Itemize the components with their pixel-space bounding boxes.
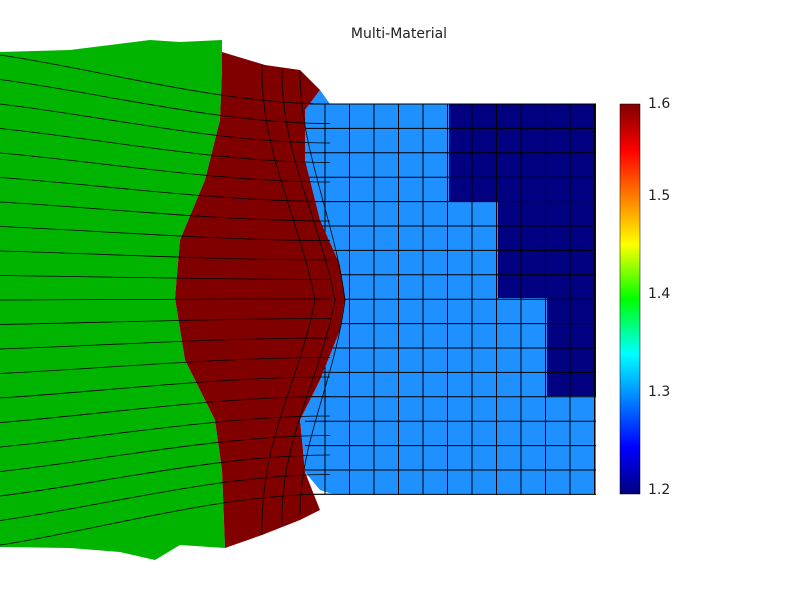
colorbar-tick-label: 1.2 xyxy=(648,482,670,498)
colorbar-ticks: 1.6 1.5 1.4 1.3 1.2 xyxy=(648,96,670,498)
mesh-line xyxy=(0,103,331,144)
colorbar-tick-label: 1.5 xyxy=(648,188,670,204)
mesh-line xyxy=(0,493,331,546)
mesh-lines-left xyxy=(0,54,346,546)
mesh-line xyxy=(0,474,331,521)
colorbar-tick-label: 1.4 xyxy=(648,286,670,302)
mesh-line xyxy=(0,250,331,261)
mesh-line xyxy=(0,128,331,163)
mesh-line xyxy=(0,376,331,399)
mesh-line xyxy=(281,67,336,526)
mesh-line xyxy=(0,357,331,374)
colorbar xyxy=(619,103,641,495)
colorbar-tick-label: 1.6 xyxy=(648,96,670,112)
mesh-line xyxy=(0,454,331,497)
mesh-grid xyxy=(305,103,596,495)
mesh-line xyxy=(0,152,331,183)
mesh-line xyxy=(0,415,331,448)
mesh-line xyxy=(0,226,331,241)
mesh-line xyxy=(0,298,331,301)
mesh-line xyxy=(0,435,331,472)
colorbar-tick-label: 1.3 xyxy=(648,384,670,400)
material-left-region xyxy=(0,40,225,560)
plot-title: Multi-Material xyxy=(351,26,447,42)
mesh-line xyxy=(0,177,331,202)
mesh-line xyxy=(261,64,316,536)
mesh-line xyxy=(299,71,346,516)
mesh-line xyxy=(0,275,331,280)
mesh-line xyxy=(0,396,331,423)
mesh-line xyxy=(0,54,331,105)
mesh-line xyxy=(0,337,331,350)
mesh-line xyxy=(0,201,331,222)
mesh-line xyxy=(0,318,331,325)
